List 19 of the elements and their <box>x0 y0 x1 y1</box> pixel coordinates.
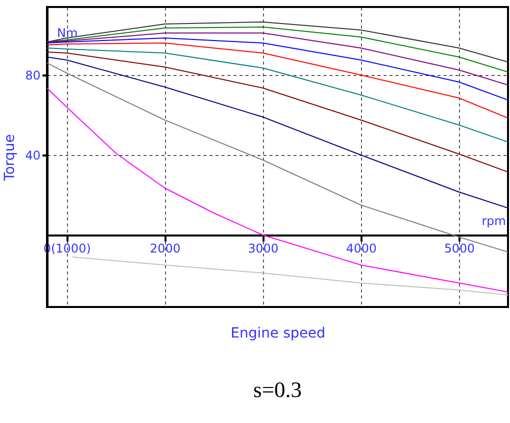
x-axis-title: Engine speed <box>230 326 326 342</box>
x-tick-label: 3000 <box>248 242 279 256</box>
annotation: Nm <box>57 26 78 40</box>
y-tick-label: 80 <box>25 68 40 82</box>
line-series <box>47 42 508 118</box>
text: s=0.3 <box>253 377 302 402</box>
x-tick-label: 4000 <box>346 242 377 256</box>
annotation: rpm <box>482 214 506 228</box>
y-axis-title: Torque <box>2 134 18 182</box>
x-tick-label: 5000 <box>444 242 475 256</box>
line-series <box>72 256 508 296</box>
y-tick-label: 40 <box>25 148 40 162</box>
line-series <box>47 26 508 72</box>
line-series <box>47 38 508 100</box>
x-tick-label: 2000 <box>150 242 180 256</box>
line-series <box>47 22 508 62</box>
line-series <box>47 56 508 208</box>
line-series <box>47 52 508 172</box>
line-series <box>47 48 508 142</box>
